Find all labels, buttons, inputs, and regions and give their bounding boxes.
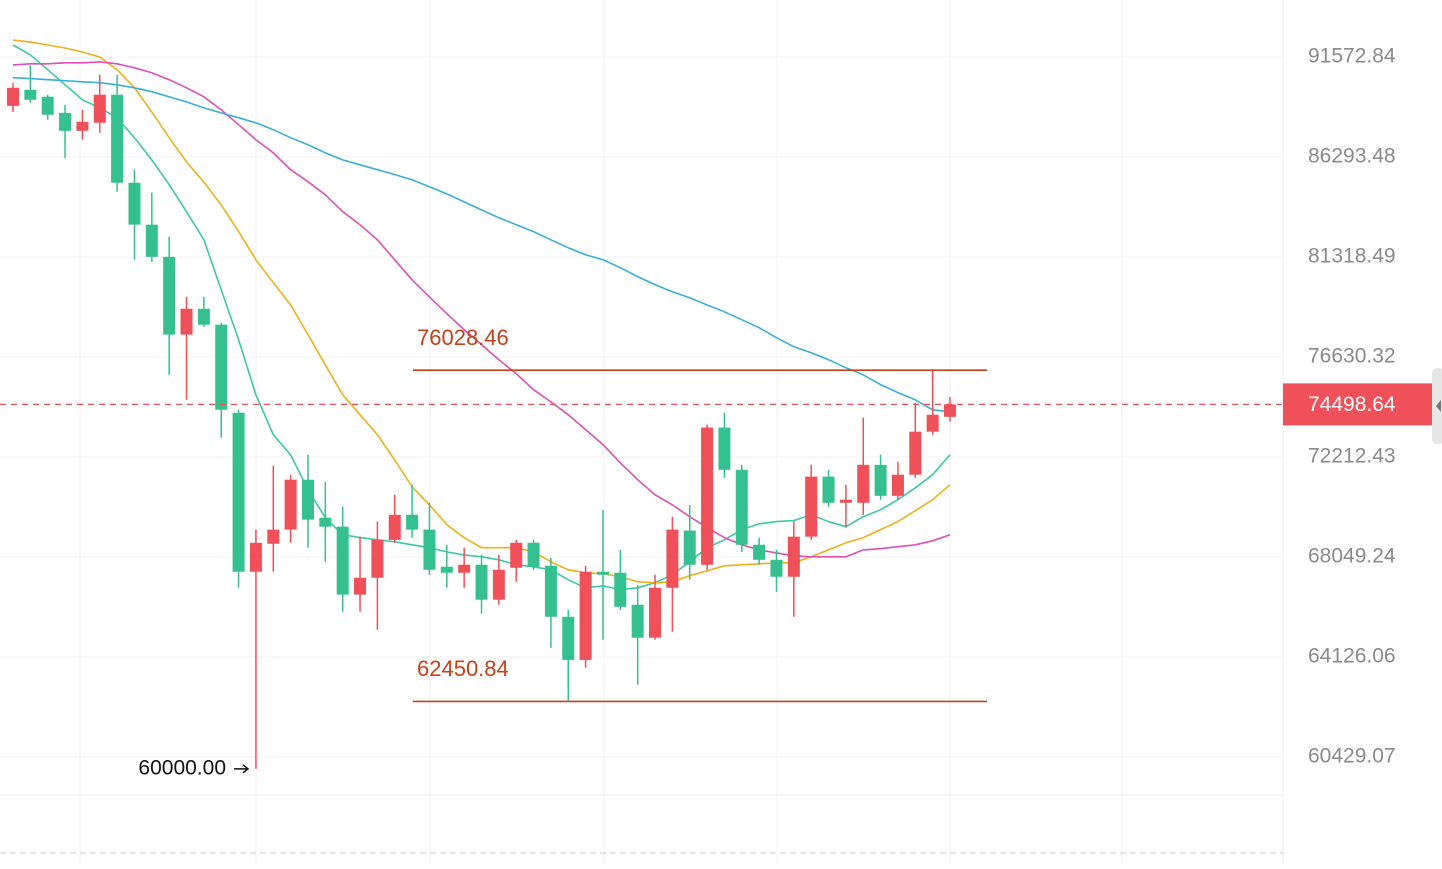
candle-body <box>232 412 245 572</box>
candle-body <box>701 427 714 565</box>
candle-body <box>839 499 852 503</box>
y-tick-label: 68049.24 <box>1308 544 1396 567</box>
candle-body <box>805 476 818 537</box>
y-tick-label: 60429.07 <box>1308 744 1396 767</box>
candle-body <box>735 469 748 545</box>
time-grid <box>79 0 1123 864</box>
candle-body <box>423 529 436 570</box>
candle-body <box>718 427 731 470</box>
y-tick-label: 64126.06 <box>1308 644 1396 667</box>
candle-body <box>267 529 280 544</box>
candle-body <box>406 514 419 530</box>
candle-body <box>631 604 644 638</box>
candle-body <box>874 464 887 496</box>
candle-body <box>562 616 575 660</box>
candle-body <box>284 479 297 530</box>
y-tick-label: 91572.84 <box>1308 44 1396 67</box>
candle-body <box>76 121 89 131</box>
candle-body <box>527 542 540 567</box>
candle-body <box>891 474 904 496</box>
candle-body <box>787 536 800 577</box>
candle-body <box>909 431 922 475</box>
candle-body <box>145 224 158 257</box>
candle-body <box>753 544 766 560</box>
candle-body <box>822 476 835 503</box>
candle-body <box>197 308 210 325</box>
candle-body <box>683 530 696 565</box>
candle-body <box>215 324 228 410</box>
candle-body <box>944 404 956 417</box>
low-marker-arrow <box>234 764 250 774</box>
candle-body <box>371 539 384 578</box>
candle-body <box>510 542 523 568</box>
candle-body <box>458 564 471 573</box>
moving-average-line <box>12 76 951 413</box>
low-marker-label: 60000.00 <box>138 756 226 779</box>
candle-body <box>596 571 609 575</box>
y-tick-label: 76630.32 <box>1308 344 1396 367</box>
candle-body <box>336 526 349 595</box>
candle-body <box>59 112 72 131</box>
level-label: 62450.84 <box>417 656 509 681</box>
candle-body <box>544 565 557 617</box>
candle-body <box>354 577 367 595</box>
candle-body <box>614 572 627 607</box>
candle-body <box>388 514 401 540</box>
candle-body <box>93 94 106 123</box>
candle-body <box>128 182 141 225</box>
candle-body <box>163 256 176 335</box>
y-tick-label: 81318.49 <box>1308 244 1396 267</box>
candles <box>7 64 956 769</box>
last-price-box <box>1283 383 1432 426</box>
candle-body <box>475 564 488 600</box>
candle-body <box>926 414 939 432</box>
candle-body <box>319 517 332 527</box>
candle-body <box>492 569 505 600</box>
candle-body <box>24 89 37 100</box>
candle-body <box>41 96 54 115</box>
candle-body <box>857 464 870 503</box>
candle-body <box>301 479 314 520</box>
price-axis: 91572.84 86293.48 81318.49 76630.32 72212.43… <box>1283 44 1432 767</box>
y-tick-label: 72212.43 <box>1308 444 1396 467</box>
candle-body <box>666 529 679 588</box>
last-price-label: 74498.64 <box>1308 393 1396 416</box>
candle-body <box>249 542 262 572</box>
candle-body <box>770 559 783 577</box>
candle-body <box>440 566 453 573</box>
candle-body <box>111 94 124 183</box>
grid <box>0 56 1283 758</box>
level-label: 76028.46 <box>417 325 509 350</box>
y-tick-label: 86293.48 <box>1308 144 1396 167</box>
candle-body <box>649 587 662 638</box>
candle-body <box>579 571 592 660</box>
candle-body <box>180 308 193 335</box>
candle-body <box>7 87 19 106</box>
scroll-arrow <box>1436 400 1441 412</box>
annotations: 76028.46 62450.84 60000.00 <box>0 325 1283 779</box>
